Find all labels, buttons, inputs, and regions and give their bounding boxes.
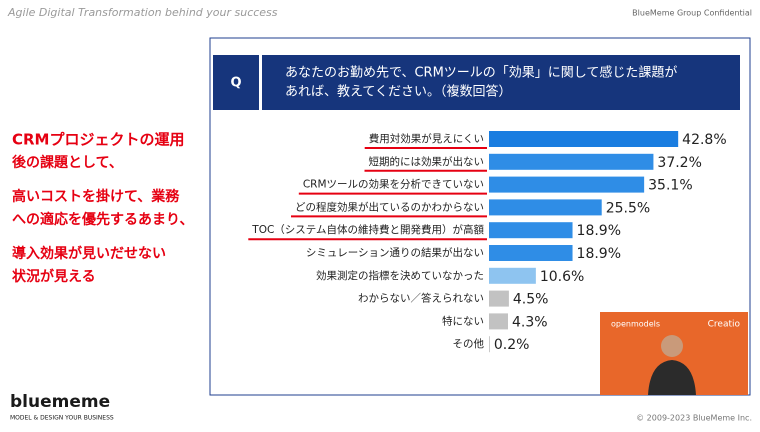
bar [489, 131, 679, 147]
copyright: © 2009-2023 BlueMeme Inc. [636, 414, 752, 423]
bar [489, 222, 573, 239]
value-label: 37.2% [657, 155, 701, 171]
bar [489, 176, 645, 193]
callout-line: 導入効果が見いだせない [12, 245, 166, 262]
value-label: 0.2% [494, 337, 530, 353]
question-line: あれば、教えてください。（複数回答） [285, 84, 511, 100]
category-label: 特にない [442, 315, 484, 327]
category-label: CRMツールの効果を分析できていない [303, 178, 484, 191]
logo-tagline: MODEL & DESIGN YOUR BUSINESS [10, 415, 114, 422]
category-label: シミュレーション通りの結果が出ない [306, 246, 484, 259]
bar [489, 267, 536, 284]
callout-line: 高いコストを掛けて、業務 [12, 188, 180, 205]
category-label: 効果測定の指標を決めていなかった [316, 269, 484, 282]
logo: bluememe [10, 392, 110, 412]
bar [489, 313, 509, 330]
category-label: どの程度効果が出ているのかわからない [295, 200, 484, 213]
value-label: 25.5% [606, 200, 650, 216]
video-brand: Creatio [708, 320, 741, 330]
person-head [661, 335, 683, 357]
category-label: TOC（システム自体の維持費と開発費用）が高額 [251, 223, 484, 236]
bar [489, 336, 490, 353]
value-label: 4.5% [513, 292, 549, 308]
callout-line: 後の課題として、 [12, 154, 123, 171]
video-brand: openmodels [611, 320, 660, 329]
header-right: BlueMeme Group Confidential [632, 9, 752, 18]
q-box [213, 55, 259, 110]
category-label: わからない／答えられない [358, 292, 484, 305]
value-label: 4.3% [512, 314, 548, 330]
callout-line: への適応を優先するあまり、 [12, 211, 193, 228]
header-left: Agile Digital Transformation behind your… [7, 6, 278, 19]
value-label: 18.9% [577, 246, 621, 262]
value-label: 10.6% [540, 269, 584, 285]
bar [489, 290, 509, 307]
bar [489, 245, 573, 261]
category-label: その他 [453, 337, 485, 350]
callout-line: CRMプロジェクトの運用 [12, 131, 185, 149]
bar-chart: 費用対効果が見えにくい 42.8% 短期的には効果が出ない 37.2% CRMツールの効… [248, 131, 727, 353]
question-box [262, 55, 740, 110]
bar [489, 153, 654, 170]
callout: CRMプロジェクトの運用 後の課題として、 高いコストを掛けて、業務 への適応を… [12, 131, 193, 286]
category-label: 費用対効果が見えにくい [369, 132, 484, 145]
question-line: あなたのお勤め先で、CRMツールの「効果」に関して感じた課題が [285, 65, 677, 81]
value-label: 35.1% [648, 178, 692, 194]
value-label: 18.9% [577, 223, 621, 239]
q-label: Q [230, 76, 241, 91]
person-body [648, 360, 696, 395]
callout-line: 状況が見える [12, 268, 96, 285]
category-label: 短期的には効果が出ない [369, 155, 485, 168]
value-label: 42.8% [682, 132, 726, 148]
bar [489, 199, 602, 216]
